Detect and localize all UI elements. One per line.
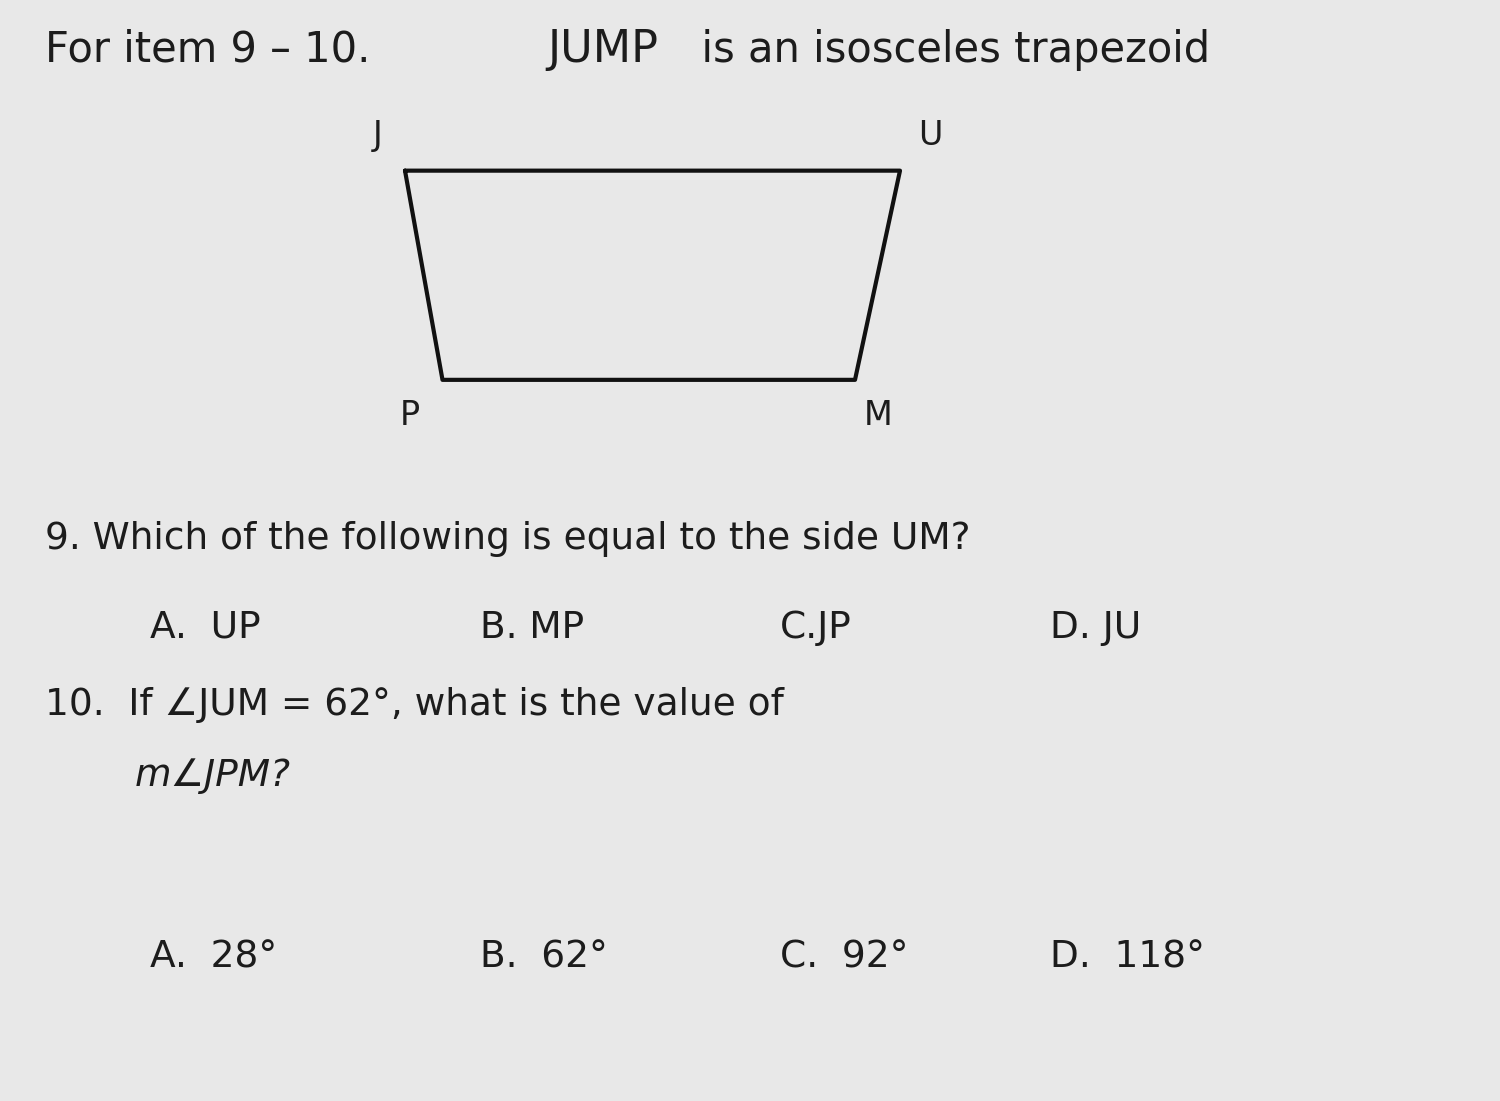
Text: B. MP: B. MP [480,610,584,645]
Text: m∠JPM?: m∠JPM? [135,759,291,794]
Text: U: U [918,119,942,152]
Text: is an isosceles trapezoid: is an isosceles trapezoid [675,29,1210,70]
Text: P: P [400,399,420,432]
Text: 9. Which of the following is equal to the side UM?: 9. Which of the following is equal to th… [45,522,970,557]
Text: A.  UP: A. UP [150,610,261,645]
Text: D.  118°: D. 118° [1050,940,1205,975]
Text: B.  62°: B. 62° [480,940,608,975]
Text: J: J [372,119,382,152]
Text: For item 9 – 10.: For item 9 – 10. [45,29,384,70]
Text: C.  92°: C. 92° [780,940,909,975]
Text: C.JP: C.JP [780,610,852,645]
Text: D. JU: D. JU [1050,610,1142,645]
Text: 10.  If ∠JUM = 62°, what is the value of: 10. If ∠JUM = 62°, what is the value of [45,687,784,722]
Text: M: M [864,399,892,432]
Text: JUMP: JUMP [548,28,658,72]
Text: A.  28°: A. 28° [150,940,278,975]
